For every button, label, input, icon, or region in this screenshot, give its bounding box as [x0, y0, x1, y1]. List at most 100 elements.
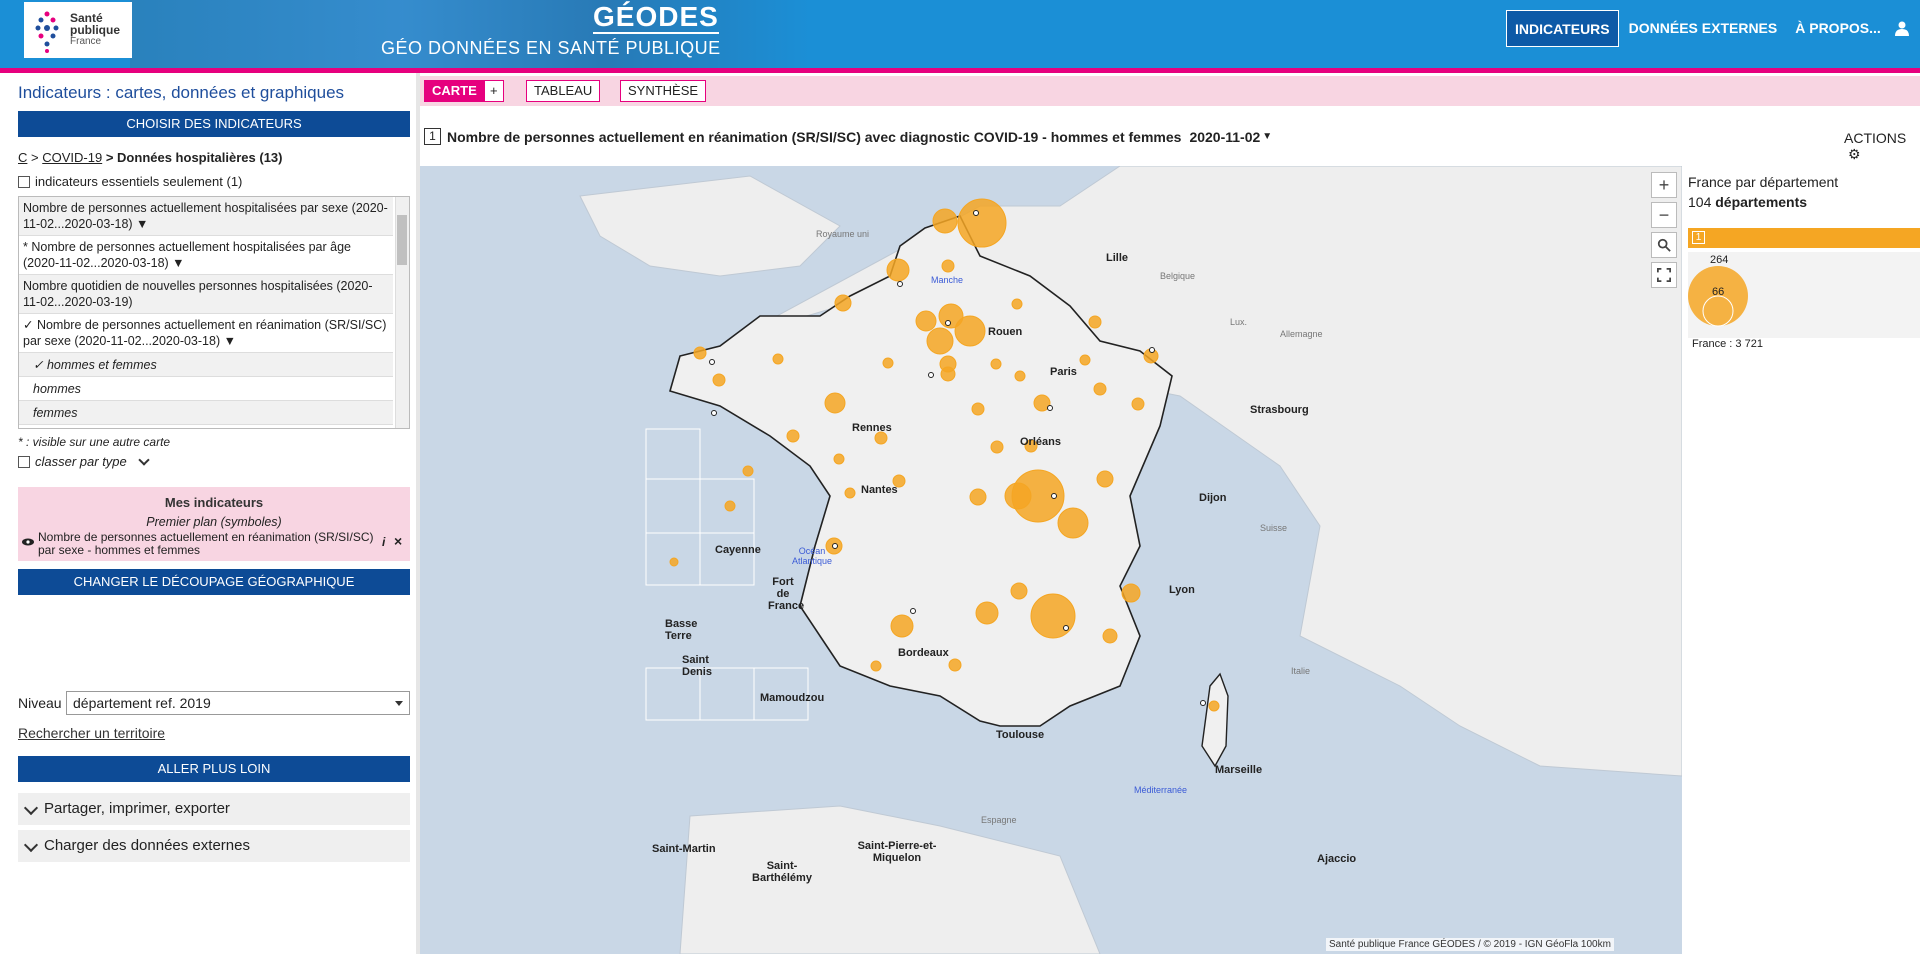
breadcrumb-covid[interactable]: COVID-19 [42, 150, 103, 165]
city-label: Ajaccio [1317, 853, 1357, 865]
map-labels: Lille Rouen Paris Orléans Rennes Nantes … [420, 166, 1682, 954]
sea-label: Océan Atlantique [791, 546, 833, 566]
logo-line1: Santé [70, 11, 103, 25]
niveau-select[interactable]: département ref. 2019 [66, 691, 410, 715]
list-item[interactable]: Nombre de personnes actuellement hospita… [19, 197, 393, 236]
chevron-down-icon [23, 800, 39, 816]
essential-filter[interactable]: indicateurs essentiels seulement (1) [18, 174, 242, 189]
sub-option-hommes[interactable]: hommes [19, 377, 393, 401]
my-indicators-title: Mes indicateurs [164, 495, 264, 510]
nav-a-propos[interactable]: À PROPOS... [1795, 20, 1881, 36]
legend-count-number: 104 [1688, 194, 1712, 210]
overseas-label: Saint-Barthélémy [752, 860, 812, 884]
zoom-in-button[interactable]: + [1651, 172, 1677, 198]
actions-menu[interactable]: ACTIONS ⚙ [1844, 130, 1920, 163]
fullscreen-icon[interactable] [1651, 262, 1677, 288]
legend-total: France : 3 721 [1692, 338, 1763, 350]
change-geography-button[interactable]: CHANGER LE DÉCOUPAGE GÉOGRAPHIQUE [18, 569, 410, 595]
legend-circles-icon [1688, 266, 1748, 327]
layer-number: 1 [1692, 231, 1705, 244]
overseas-label: Mamoudzou [760, 692, 825, 704]
indicator-list: Nombre de personnes actuellement hospita… [18, 196, 410, 429]
essential-checkbox[interactable] [18, 175, 30, 188]
breadcrumb-c[interactable]: C [18, 150, 28, 165]
city-label: Orléans [1020, 436, 1061, 448]
eye-icon[interactable] [22, 538, 34, 546]
legend-count-unit: départements [1715, 194, 1808, 210]
list-item[interactable]: * Nombre de personnes actuellement hospi… [19, 236, 393, 275]
city-label: Rouen [988, 326, 1023, 338]
country-label: Suisse [1260, 523, 1288, 533]
load-external-data-accordion[interactable]: Charger des données externes [18, 830, 410, 862]
country-label: Lux. [1230, 317, 1248, 327]
map-view[interactable]: Lille Rouen Paris Orléans Rennes Nantes … [420, 166, 1682, 954]
country-label: Italie [1291, 666, 1311, 676]
add-map-button[interactable]: + [484, 80, 504, 102]
legend-min-value: 66 [1712, 286, 1725, 298]
list-item-selected[interactable]: ✓ Nombre de personnes actuellement en ré… [19, 314, 393, 353]
essential-label: indicateurs essentiels seulement (1) [35, 174, 243, 189]
overseas-label: Fort de France [768, 576, 805, 612]
class-label: classer par type [35, 454, 127, 469]
uk-land [579, 175, 841, 277]
city-label: Bordeaux [898, 647, 949, 659]
user-icon[interactable] [1894, 20, 1910, 36]
map-title: Nombre de personnes actuellement en réan… [447, 128, 1182, 145]
scroll-thumb[interactable] [397, 215, 407, 265]
class-checkbox[interactable] [18, 455, 30, 468]
visibility-note: * : visible sur une autre carte [18, 435, 171, 449]
search-territory-link[interactable]: Rechercher un territoire [18, 725, 166, 741]
france-map[interactable] [420, 166, 1682, 954]
panel-divider[interactable] [416, 73, 420, 954]
city-label: Lyon [1169, 584, 1195, 596]
sub-option-hommes-femmes[interactable]: ✓ hommes et femmes [19, 353, 393, 377]
share-print-export-accordion[interactable]: Partager, imprimer, exporter [18, 793, 410, 825]
legend-max-value: 264 [1710, 254, 1729, 266]
nav-donnees-externes[interactable]: DONNÉES EXTERNES [1628, 20, 1778, 36]
tab-carte[interactable]: CARTE [424, 80, 485, 102]
map-legend: France par département 104 départements … [1682, 166, 1920, 354]
chevron-down-icon[interactable] [138, 453, 150, 466]
tab-synthese[interactable]: SYNTHÈSE [620, 80, 707, 102]
accordion-label: Charger des données externes [44, 837, 250, 854]
date-select[interactable]: 2020-11-02 [1189, 128, 1261, 145]
gear-icon[interactable]: ⚙ [1848, 146, 1861, 162]
niveau-value: département ref. 2019 [73, 695, 211, 711]
bubbles [669, 198, 1220, 712]
tab-tableau[interactable]: TABLEAU [526, 80, 601, 102]
logo-line2: publique [70, 23, 120, 37]
corsica [1201, 672, 1229, 768]
city-label: Strasbourg [1250, 404, 1309, 416]
site-title[interactable]: GÉODES [593, 1, 719, 34]
info-icon[interactable]: i [382, 535, 386, 549]
caret-down-icon[interactable]: ▼ [1262, 131, 1273, 142]
sea-label: Manche [931, 275, 964, 285]
breadcrumb-current: Données hospitalières (13) [117, 150, 283, 165]
city-label: Toulouse [996, 729, 1045, 741]
legend-symbol-scale: 264 66 [1688, 252, 1920, 338]
choose-indicators-button[interactable]: CHOISIR DES INDICATEURS [18, 111, 410, 137]
sub-option-femmes[interactable]: femmes [19, 401, 393, 425]
overseas-label: Cayenne [715, 544, 761, 556]
zoom-out-button[interactable]: − [1651, 202, 1677, 228]
legend-title: France par département [1688, 174, 1839, 190]
legend-layer-bar[interactable]: 1 [1688, 228, 1920, 248]
header-accent-stripe [0, 68, 1920, 73]
list-scrollbar[interactable] [395, 197, 409, 428]
caret-down-icon [395, 701, 403, 706]
my-indicator-item[interactable]: Nombre de personnes actuellement en réan… [38, 530, 374, 557]
country-label: Espagne [981, 815, 1017, 825]
spf-logo[interactable]: Santé publique France [24, 2, 132, 58]
accordion-label: Partager, imprimer, exporter [44, 800, 230, 817]
class-by-type[interactable]: classer par type [18, 453, 150, 469]
close-icon[interactable]: × [394, 533, 403, 549]
nav-indicateurs[interactable]: INDICATEURS [1506, 10, 1619, 47]
site-header: Santé publique France GÉODES GÉO DONNÉES… [0, 0, 1920, 73]
list-item[interactable]: Nombre quotidien de nouvelles personnes … [19, 275, 393, 314]
go-further-button[interactable]: ALLER PLUS LOIN [18, 756, 410, 782]
logo-line3: France [70, 36, 102, 47]
city-label: Paris [1050, 366, 1077, 378]
search-icon[interactable] [1651, 232, 1677, 258]
header-banner-image [130, 0, 810, 70]
country-label: Allemagne [1280, 329, 1323, 339]
